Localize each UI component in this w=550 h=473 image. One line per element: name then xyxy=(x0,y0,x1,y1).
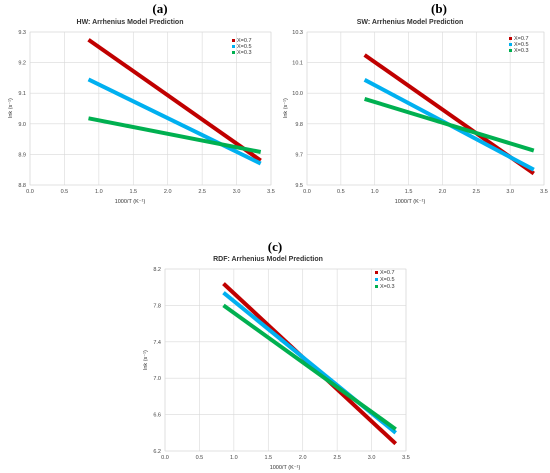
legend-label-b-x07: X=0.7 xyxy=(514,36,529,42)
x-tick-label: 0.5 xyxy=(196,455,204,461)
plot-area-c xyxy=(164,268,407,452)
y-tick-label: 8.2 xyxy=(153,267,161,273)
legend-label-c-x05: X=0.5 xyxy=(380,277,395,283)
x-tick-label: 0.0 xyxy=(303,189,311,195)
legend-label-c-x03: X=0.3 xyxy=(380,284,395,290)
legend-a: X=0.7 X=0.5 X=0.3 xyxy=(232,38,252,56)
y-tick-label: 9.2 xyxy=(18,61,26,67)
y-tick-label: 9.0 xyxy=(18,122,26,128)
legend-label-a-x03: X=0.3 xyxy=(237,50,252,56)
gridlines-b xyxy=(306,31,545,186)
x-tick-labels-b: 0.0 0.5 1.0 1.5 2.0 2.5 3.0 3.5 xyxy=(303,189,548,195)
x-tick-labels-c: 0.0 0.5 1.0 1.5 2.0 2.5 3.0 3.5 xyxy=(161,455,410,461)
x-tick-label: 2.5 xyxy=(333,455,341,461)
x-tick-label: 0.5 xyxy=(337,189,345,195)
chart-panel-c: (c) RDF: Arrhenius Model Prediction 6.26… xyxy=(143,239,410,471)
x-tick-labels-a: 0.0 0.5 1.0 1.5 2.0 2.5 3.0 3.5 xyxy=(26,189,275,195)
x-tick-label: 1.5 xyxy=(405,189,413,195)
x-tick-label: 2.0 xyxy=(299,455,307,461)
chart-title-b: SW: Arrhenius Model Prediction xyxy=(357,19,464,26)
y-tick-label: 9.8 xyxy=(295,122,303,128)
series-line-a-x05 xyxy=(87,77,262,166)
y-tick-label: 7.0 xyxy=(153,376,161,382)
legend-marker-c-x03 xyxy=(375,285,378,288)
x-tick-label: 2.0 xyxy=(439,189,447,195)
y-tick-label: 6.2 xyxy=(153,449,161,455)
legend-b: X=0.7 X=0.5 X=0.3 xyxy=(509,36,529,54)
y-tick-label: 9.3 xyxy=(18,30,26,36)
legend-label-b-x05: X=0.5 xyxy=(514,42,529,48)
y-tick-label: 8.8 xyxy=(18,183,26,189)
series-line-a-x03 xyxy=(88,116,262,154)
series-line-c-x03 xyxy=(222,303,397,431)
legend-marker-c-x05 xyxy=(375,278,378,281)
y-axis-label-c: lnk (s⁻¹) xyxy=(143,350,149,370)
y-tick-labels-b: 9.5 9.7 9.8 10.0 10.1 10.3 xyxy=(292,30,303,189)
y-tick-label: 10.3 xyxy=(292,30,303,36)
y-tick-label: 9.5 xyxy=(295,183,303,189)
y-tick-label: 7.8 xyxy=(153,303,161,309)
x-tick-label: 3.0 xyxy=(506,189,514,195)
gridlines-a xyxy=(29,31,272,186)
y-axis-label-a: lnk (s⁻¹) xyxy=(8,98,14,118)
x-tick-label: 2.5 xyxy=(198,189,206,195)
y-tick-label: 9.7 xyxy=(295,152,303,158)
x-axis-label-c: 1000/T (K⁻¹) xyxy=(270,465,301,471)
chart-panel-a: (a) HW: Arrhenius Model Prediction 8.88.… xyxy=(8,1,275,205)
y-tick-labels-a: 8.8 8.9 9.0 9.1 9.2 9.3 xyxy=(18,30,26,189)
series-lines-a xyxy=(87,38,262,166)
y-tick-label: 10.0 xyxy=(292,91,303,97)
y-tick-label: 10.1 xyxy=(292,61,303,67)
legend-c: X=0.7 X=0.5 X=0.3 xyxy=(375,270,395,290)
x-tick-label: 3.5 xyxy=(267,189,275,195)
legend-marker-a-x03 xyxy=(232,51,235,54)
legend-marker-a-x05 xyxy=(232,45,235,48)
x-axis-label-a: 1000/T (K⁻¹) xyxy=(115,199,146,205)
legend-marker-a-x07 xyxy=(232,39,235,42)
x-tick-label: 0.5 xyxy=(61,189,69,195)
panel-letter-c: (c) xyxy=(268,239,282,254)
chart-title-a: HW: Arrhenius Model Prediction xyxy=(77,19,184,26)
y-tick-label: 8.9 xyxy=(18,152,26,158)
y-tick-label: 9.1 xyxy=(18,91,26,97)
series-line-a-x07 xyxy=(87,38,262,163)
x-tick-label: 1.0 xyxy=(95,189,103,195)
legend-marker-b-x03 xyxy=(509,49,512,52)
x-tick-label: 1.5 xyxy=(264,455,272,461)
x-tick-label: 3.5 xyxy=(402,455,410,461)
x-axis-label-b: 1000/T (K⁻¹) xyxy=(395,199,426,205)
y-tick-labels-c: 6.2 6.6 7.0 7.4 7.8 8.2 xyxy=(153,267,161,455)
y-axis-label-b: lnk (s⁻¹) xyxy=(283,98,289,118)
x-tick-label: 3.0 xyxy=(233,189,241,195)
legend-label-a-x05: X=0.5 xyxy=(237,44,252,50)
legend-marker-b-x05 xyxy=(509,43,512,46)
legend-label-a-x07: X=0.7 xyxy=(237,38,252,44)
x-tick-label: 1.5 xyxy=(129,189,137,195)
legend-label-b-x03: X=0.3 xyxy=(514,48,529,54)
x-tick-label: 1.0 xyxy=(230,455,238,461)
panel-letter-b: (b) xyxy=(431,1,447,16)
panel-letter-a: (a) xyxy=(152,1,167,16)
series-lines-b xyxy=(363,53,535,176)
x-tick-label: 3.5 xyxy=(540,189,548,195)
y-tick-label: 6.6 xyxy=(153,413,161,419)
x-tick-label: 2.5 xyxy=(472,189,480,195)
x-tick-label: 1.0 xyxy=(371,189,379,195)
chart-panel-b: (b) SW: Arrhenius Model Prediction 9.59.… xyxy=(283,1,548,205)
series-line-b-x03 xyxy=(364,96,535,153)
x-tick-label: 2.0 xyxy=(164,189,172,195)
legend-marker-c-x07 xyxy=(375,271,378,274)
legend-marker-b-x07 xyxy=(509,37,512,40)
legend-label-c-x07: X=0.7 xyxy=(380,270,395,276)
x-tick-label: 3.0 xyxy=(368,455,376,461)
x-tick-label: 0.0 xyxy=(26,189,34,195)
y-tick-label: 7.4 xyxy=(153,340,161,346)
x-tick-label: 0.0 xyxy=(161,455,169,461)
plot-area-b xyxy=(306,31,545,186)
series-lines-c xyxy=(222,282,398,446)
chart-title-c: RDF: Arrhenius Model Prediction xyxy=(213,256,323,263)
gridlines-c xyxy=(164,268,407,452)
